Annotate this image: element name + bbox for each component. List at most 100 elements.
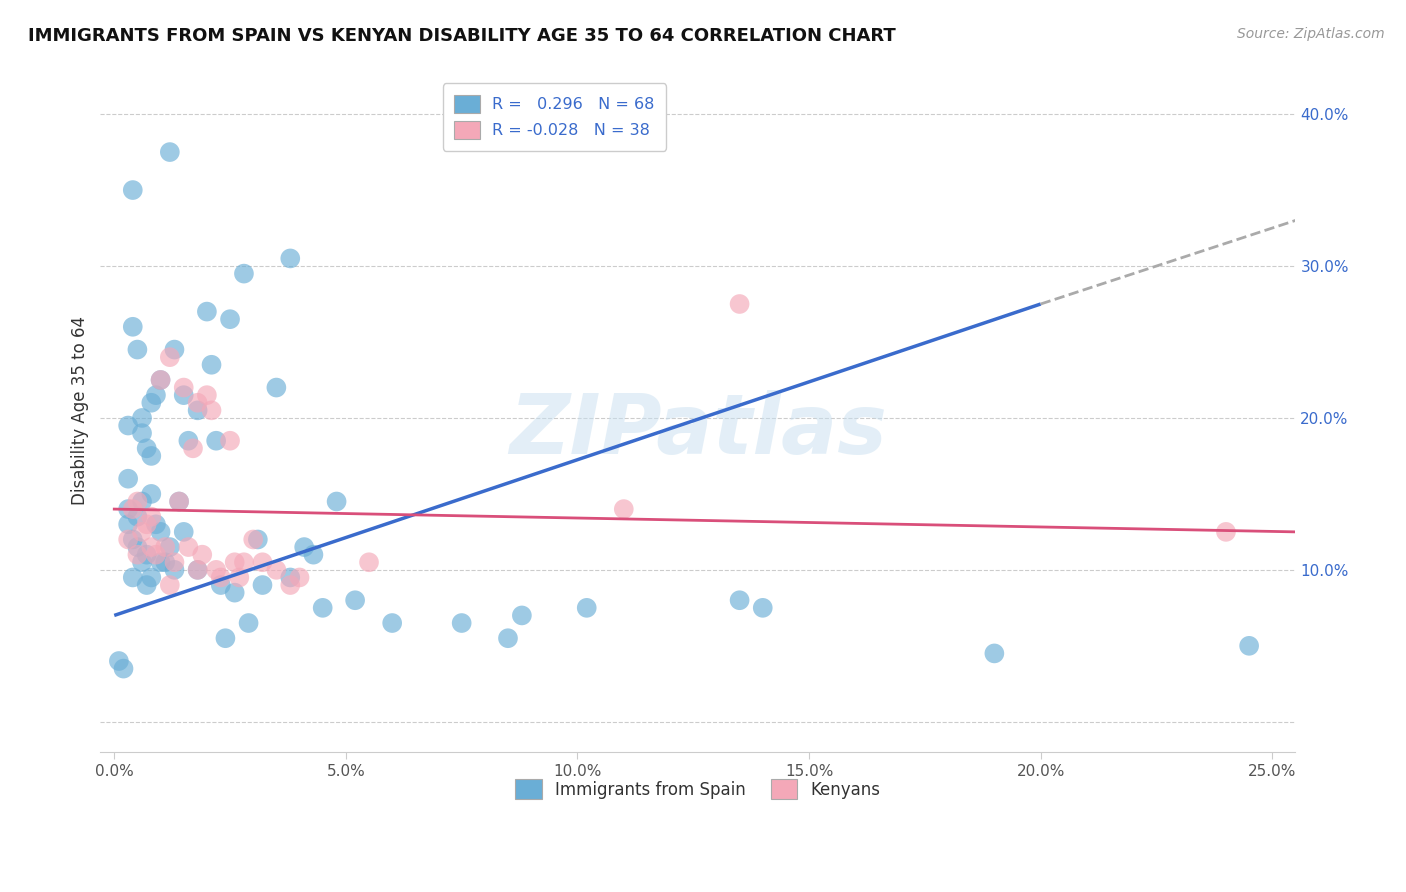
Point bbox=[167, 494, 190, 508]
Point bbox=[159, 145, 181, 159]
Point bbox=[357, 555, 380, 569]
Point bbox=[214, 631, 236, 645]
Point bbox=[242, 533, 264, 547]
Point bbox=[195, 304, 218, 318]
Point bbox=[127, 509, 149, 524]
Point bbox=[163, 563, 186, 577]
Point bbox=[131, 426, 153, 441]
Point bbox=[173, 388, 195, 402]
Point bbox=[117, 502, 139, 516]
Point bbox=[121, 319, 143, 334]
Point bbox=[252, 555, 274, 569]
Point bbox=[228, 570, 250, 584]
Point bbox=[177, 540, 200, 554]
Point bbox=[252, 578, 274, 592]
Point bbox=[135, 442, 157, 456]
Point bbox=[135, 517, 157, 532]
Point bbox=[266, 380, 288, 394]
Point bbox=[127, 343, 149, 357]
Y-axis label: Disability Age 35 to 64: Disability Age 35 to 64 bbox=[72, 316, 89, 505]
Point bbox=[141, 396, 163, 410]
Point bbox=[191, 548, 214, 562]
Point bbox=[117, 517, 139, 532]
Point bbox=[141, 449, 163, 463]
Point bbox=[238, 615, 260, 630]
Point bbox=[187, 563, 209, 577]
Point bbox=[224, 585, 246, 599]
Point bbox=[121, 183, 143, 197]
Point bbox=[510, 608, 533, 623]
Point bbox=[302, 548, 325, 562]
Point bbox=[127, 494, 149, 508]
Point bbox=[205, 563, 228, 577]
Text: Source: ZipAtlas.com: Source: ZipAtlas.com bbox=[1237, 27, 1385, 41]
Point bbox=[187, 396, 209, 410]
Point bbox=[752, 600, 775, 615]
Point bbox=[149, 524, 172, 539]
Text: IMMIGRANTS FROM SPAIN VS KENYAN DISABILITY AGE 35 TO 64 CORRELATION CHART: IMMIGRANTS FROM SPAIN VS KENYAN DISABILI… bbox=[28, 27, 896, 45]
Point bbox=[224, 555, 246, 569]
Point bbox=[728, 593, 751, 607]
Point bbox=[195, 388, 218, 402]
Point bbox=[149, 373, 172, 387]
Point bbox=[173, 380, 195, 394]
Point bbox=[200, 403, 222, 417]
Point bbox=[163, 343, 186, 357]
Point bbox=[1237, 639, 1260, 653]
Point bbox=[292, 540, 315, 554]
Point bbox=[344, 593, 367, 607]
Point bbox=[159, 540, 181, 554]
Point bbox=[131, 524, 153, 539]
Point bbox=[135, 578, 157, 592]
Point bbox=[131, 411, 153, 425]
Point bbox=[278, 570, 301, 584]
Point bbox=[450, 615, 472, 630]
Point bbox=[1215, 524, 1237, 539]
Point bbox=[312, 600, 335, 615]
Point bbox=[117, 472, 139, 486]
Point bbox=[141, 540, 163, 554]
Point bbox=[181, 442, 204, 456]
Point bbox=[121, 570, 143, 584]
Point bbox=[121, 502, 143, 516]
Point bbox=[288, 570, 311, 584]
Point bbox=[173, 524, 195, 539]
Text: ZIPatlas: ZIPatlas bbox=[509, 391, 887, 471]
Point bbox=[205, 434, 228, 448]
Point bbox=[209, 578, 232, 592]
Point bbox=[117, 418, 139, 433]
Point bbox=[219, 434, 242, 448]
Point bbox=[187, 563, 209, 577]
Point bbox=[278, 578, 301, 592]
Point bbox=[145, 388, 167, 402]
Point bbox=[149, 373, 172, 387]
Point bbox=[233, 267, 256, 281]
Point bbox=[141, 509, 163, 524]
Point bbox=[141, 487, 163, 501]
Point bbox=[167, 494, 190, 508]
Point bbox=[145, 517, 167, 532]
Point bbox=[127, 548, 149, 562]
Point bbox=[127, 540, 149, 554]
Point bbox=[117, 533, 139, 547]
Point bbox=[159, 578, 181, 592]
Point bbox=[983, 647, 1005, 661]
Point bbox=[266, 563, 288, 577]
Point bbox=[575, 600, 598, 615]
Point bbox=[163, 555, 186, 569]
Point bbox=[325, 494, 347, 508]
Point bbox=[278, 252, 301, 266]
Point bbox=[187, 403, 209, 417]
Point bbox=[200, 358, 222, 372]
Point bbox=[219, 312, 242, 326]
Point bbox=[112, 662, 135, 676]
Point bbox=[121, 533, 143, 547]
Point bbox=[131, 555, 153, 569]
Point bbox=[177, 434, 200, 448]
Point bbox=[233, 555, 256, 569]
Point bbox=[246, 533, 269, 547]
Point bbox=[153, 540, 176, 554]
Point bbox=[131, 494, 153, 508]
Point bbox=[209, 570, 232, 584]
Point bbox=[141, 570, 163, 584]
